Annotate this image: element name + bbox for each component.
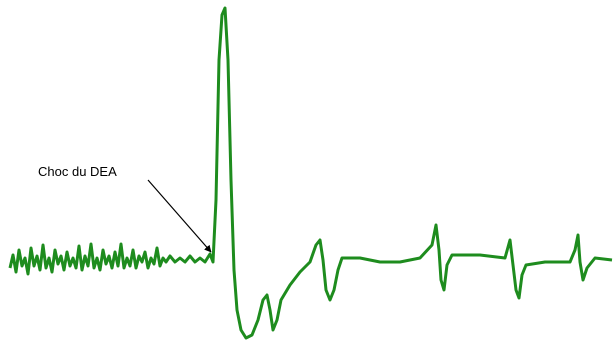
ecg-trace [8, 6, 613, 340]
annotation-label: Choc du DEA [38, 164, 117, 179]
annotation-arrow [147, 179, 212, 253]
